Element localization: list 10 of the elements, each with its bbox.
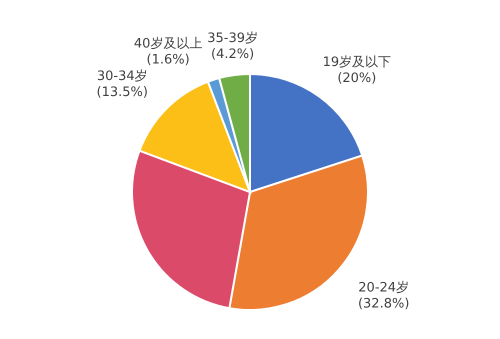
data-label: (32.8%) — [358, 296, 410, 312]
slice-label: 40岁及以上 — [134, 36, 202, 52]
slice-label: 30-34岁 — [96, 68, 148, 84]
data-label: (4.2%) — [211, 47, 254, 62]
data-label: (20%) — [337, 71, 376, 86]
data-label: (13.5%) — [96, 84, 148, 100]
slice-label: 35-39岁 — [207, 31, 258, 46]
slice-label: 20-24岁 — [358, 280, 410, 296]
slice-label: 19岁及以下 — [322, 55, 392, 70]
data-label: (1.6%) — [146, 52, 190, 68]
